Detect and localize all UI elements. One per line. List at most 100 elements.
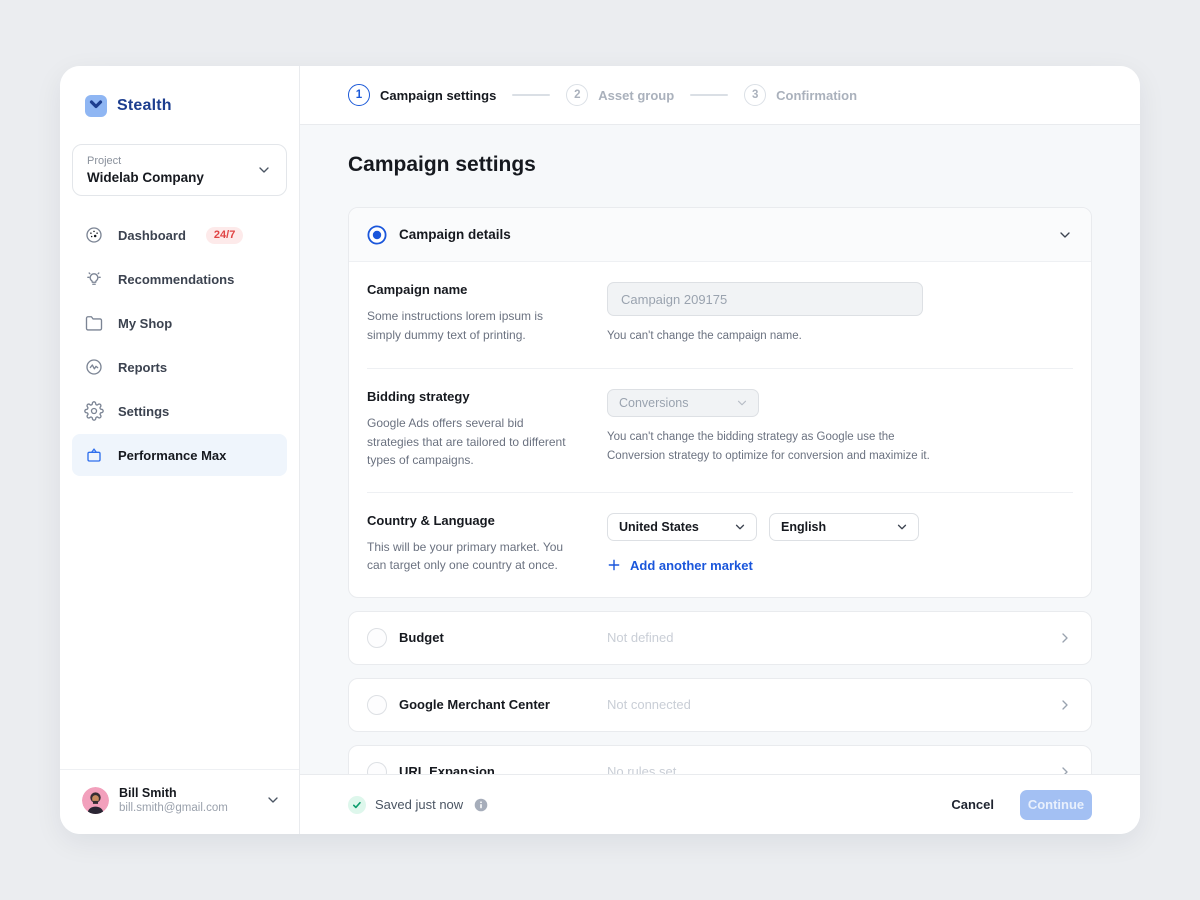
country-language-row: Country & Language This will be your pri… (367, 491, 1073, 597)
section-title: URL Expansion (399, 764, 495, 774)
section-status: No rules set (607, 764, 677, 774)
project-label: Project (87, 155, 122, 167)
section-title: Google Merchant Center (399, 697, 550, 713)
step-campaign-settings[interactable]: 1 Campaign settings (348, 84, 496, 106)
info-icon[interactable] (474, 798, 488, 812)
chevron-right-icon (1062, 700, 1068, 710)
chevron-down-icon (268, 797, 278, 803)
dashboard-icon (86, 227, 102, 243)
sidebar-item-label: Recommendations (118, 271, 235, 287)
section-title: Campaign details (399, 227, 511, 242)
google-merchant-center-section[interactable]: Google Merchant Center Not connected (348, 677, 1092, 732)
sidebar-item-reports[interactable]: Reports (72, 346, 287, 388)
section-status: Not defined (607, 630, 674, 646)
wizard-footer: Saved just now Cancel Continue (300, 774, 1140, 834)
sidebar-item-label: Reports (118, 359, 168, 375)
field-helper: You can't change the campaign name. (607, 330, 802, 342)
field-label: Bidding strategy (367, 388, 470, 404)
sidebar-item-dashboard[interactable]: Dashboard 24/7 (72, 214, 287, 256)
selected-value: United States (619, 519, 699, 534)
sidebar-nav: Dashboard 24/7 Recommendations My (60, 214, 299, 476)
step-asset-group[interactable]: 2 Asset group (566, 84, 674, 106)
app-window: Stealth Project Widelab Company Dashboar… (60, 66, 1140, 834)
content-area: Campaign settings Campaign details Camp (300, 125, 1140, 774)
sidebar-item-performance-max[interactable]: Performance Max (72, 434, 287, 476)
radio-unselected-icon (367, 761, 387, 774)
bidding-strategy-row: Bidding strategy Google Ads offers sever… (367, 367, 1073, 492)
step-number: 2 (566, 84, 589, 106)
step-number: 3 (744, 84, 767, 106)
page-title: Campaign settings (348, 153, 536, 176)
field-label: Campaign name (367, 282, 468, 297)
chevron-down-icon (735, 524, 745, 530)
add-another-market-button[interactable]: Add another market (607, 558, 753, 573)
sidebar-item-label: Performance Max (118, 447, 227, 463)
sidebar-item-label: My Shop (118, 315, 173, 331)
campaign-details-body: Campaign name Some instructions lorem ip… (349, 262, 1091, 597)
field-helper: You can't change the bidding strategy as… (607, 430, 930, 462)
step-label: Campaign settings (380, 87, 497, 103)
sidebar-item-label: Dashboard (118, 227, 186, 243)
sidebar-item-label: Settings (118, 403, 170, 419)
radio-unselected-icon (367, 627, 387, 648)
radio-unselected-icon (367, 694, 387, 715)
step-label: Confirmation (776, 87, 858, 103)
sidebar-item-my-shop[interactable]: My Shop (72, 302, 287, 344)
main-panel: 1 Campaign settings 2 Asset group 3 Conf… (300, 66, 1140, 834)
brand-name: Stealth (117, 97, 172, 114)
sidebar-item-settings[interactable]: Settings (72, 390, 287, 432)
continue-button[interactable]: Continue (1020, 789, 1092, 820)
gear-icon (84, 401, 104, 421)
user-profile[interactable]: Bill Smith bill.smith@gmail.com (60, 769, 299, 834)
user-name: Bill Smith (119, 786, 177, 800)
campaign-details-header[interactable]: Campaign details (349, 208, 1091, 262)
step-label: Asset group (598, 87, 675, 103)
add-market-label: Add another market (630, 557, 753, 573)
language-select[interactable]: English (769, 512, 919, 541)
selected-value: English (781, 519, 827, 534)
field-description: Some instructions lorem ipsum is simply … (367, 309, 544, 342)
step-connector (690, 94, 729, 96)
cancel-button[interactable]: Cancel (951, 797, 994, 812)
campaign-name-row: Campaign name Some instructions lorem ip… (367, 262, 1073, 368)
step-confirmation[interactable]: 3 Confirmation (744, 84, 857, 106)
lightbulb-icon (87, 272, 101, 285)
country-select[interactable]: United States (607, 512, 757, 541)
section-status: Not connected (607, 697, 691, 713)
avatar (82, 786, 109, 814)
stealth-bag-icon (85, 95, 107, 117)
shopping-bag-icon (87, 448, 101, 462)
selected-value: Conversions (619, 395, 689, 410)
save-status: Saved just now (348, 795, 488, 814)
folder-icon (85, 316, 103, 331)
project-name: Widelab Company (87, 170, 204, 185)
project-selector[interactable]: Project Widelab Company (72, 144, 287, 196)
step-connector (512, 94, 551, 96)
campaign-details-card: Campaign details Campaign name Some inst… (348, 207, 1092, 598)
chevron-right-icon (1062, 767, 1068, 774)
user-email: bill.smith@gmail.com (119, 802, 228, 814)
field-description: Google Ads offers several bid strategies… (367, 415, 566, 468)
brand-logo: Stealth (60, 66, 299, 140)
chevron-down-icon (259, 167, 269, 173)
check-circle-icon (348, 795, 366, 814)
sidebar: Stealth Project Widelab Company Dashboar… (60, 66, 300, 834)
chevron-down-icon (1060, 231, 1070, 238)
chevron-down-icon (737, 400, 747, 406)
bidding-strategy-select[interactable]: Conversions (607, 388, 759, 417)
sidebar-item-recommendations[interactable]: Recommendations (72, 258, 287, 300)
field-description: This will be your primary market. You ca… (367, 539, 564, 573)
chevron-right-icon (1062, 633, 1068, 643)
step-number: 1 (348, 84, 370, 106)
campaign-name-input[interactable] (607, 282, 923, 316)
dashboard-badge: 24/7 (205, 226, 244, 244)
section-title: Budget (399, 630, 444, 646)
chevron-down-icon (897, 524, 907, 530)
field-label: Country & Language (367, 512, 495, 528)
save-status-text: Saved just now (375, 797, 464, 812)
radio-selected-icon (367, 224, 387, 245)
budget-section[interactable]: Budget Not defined (348, 610, 1092, 665)
plus-icon (608, 559, 620, 571)
url-expansion-section[interactable]: URL Expansion No rules set (348, 744, 1092, 774)
pulse-chart-icon (86, 359, 102, 375)
